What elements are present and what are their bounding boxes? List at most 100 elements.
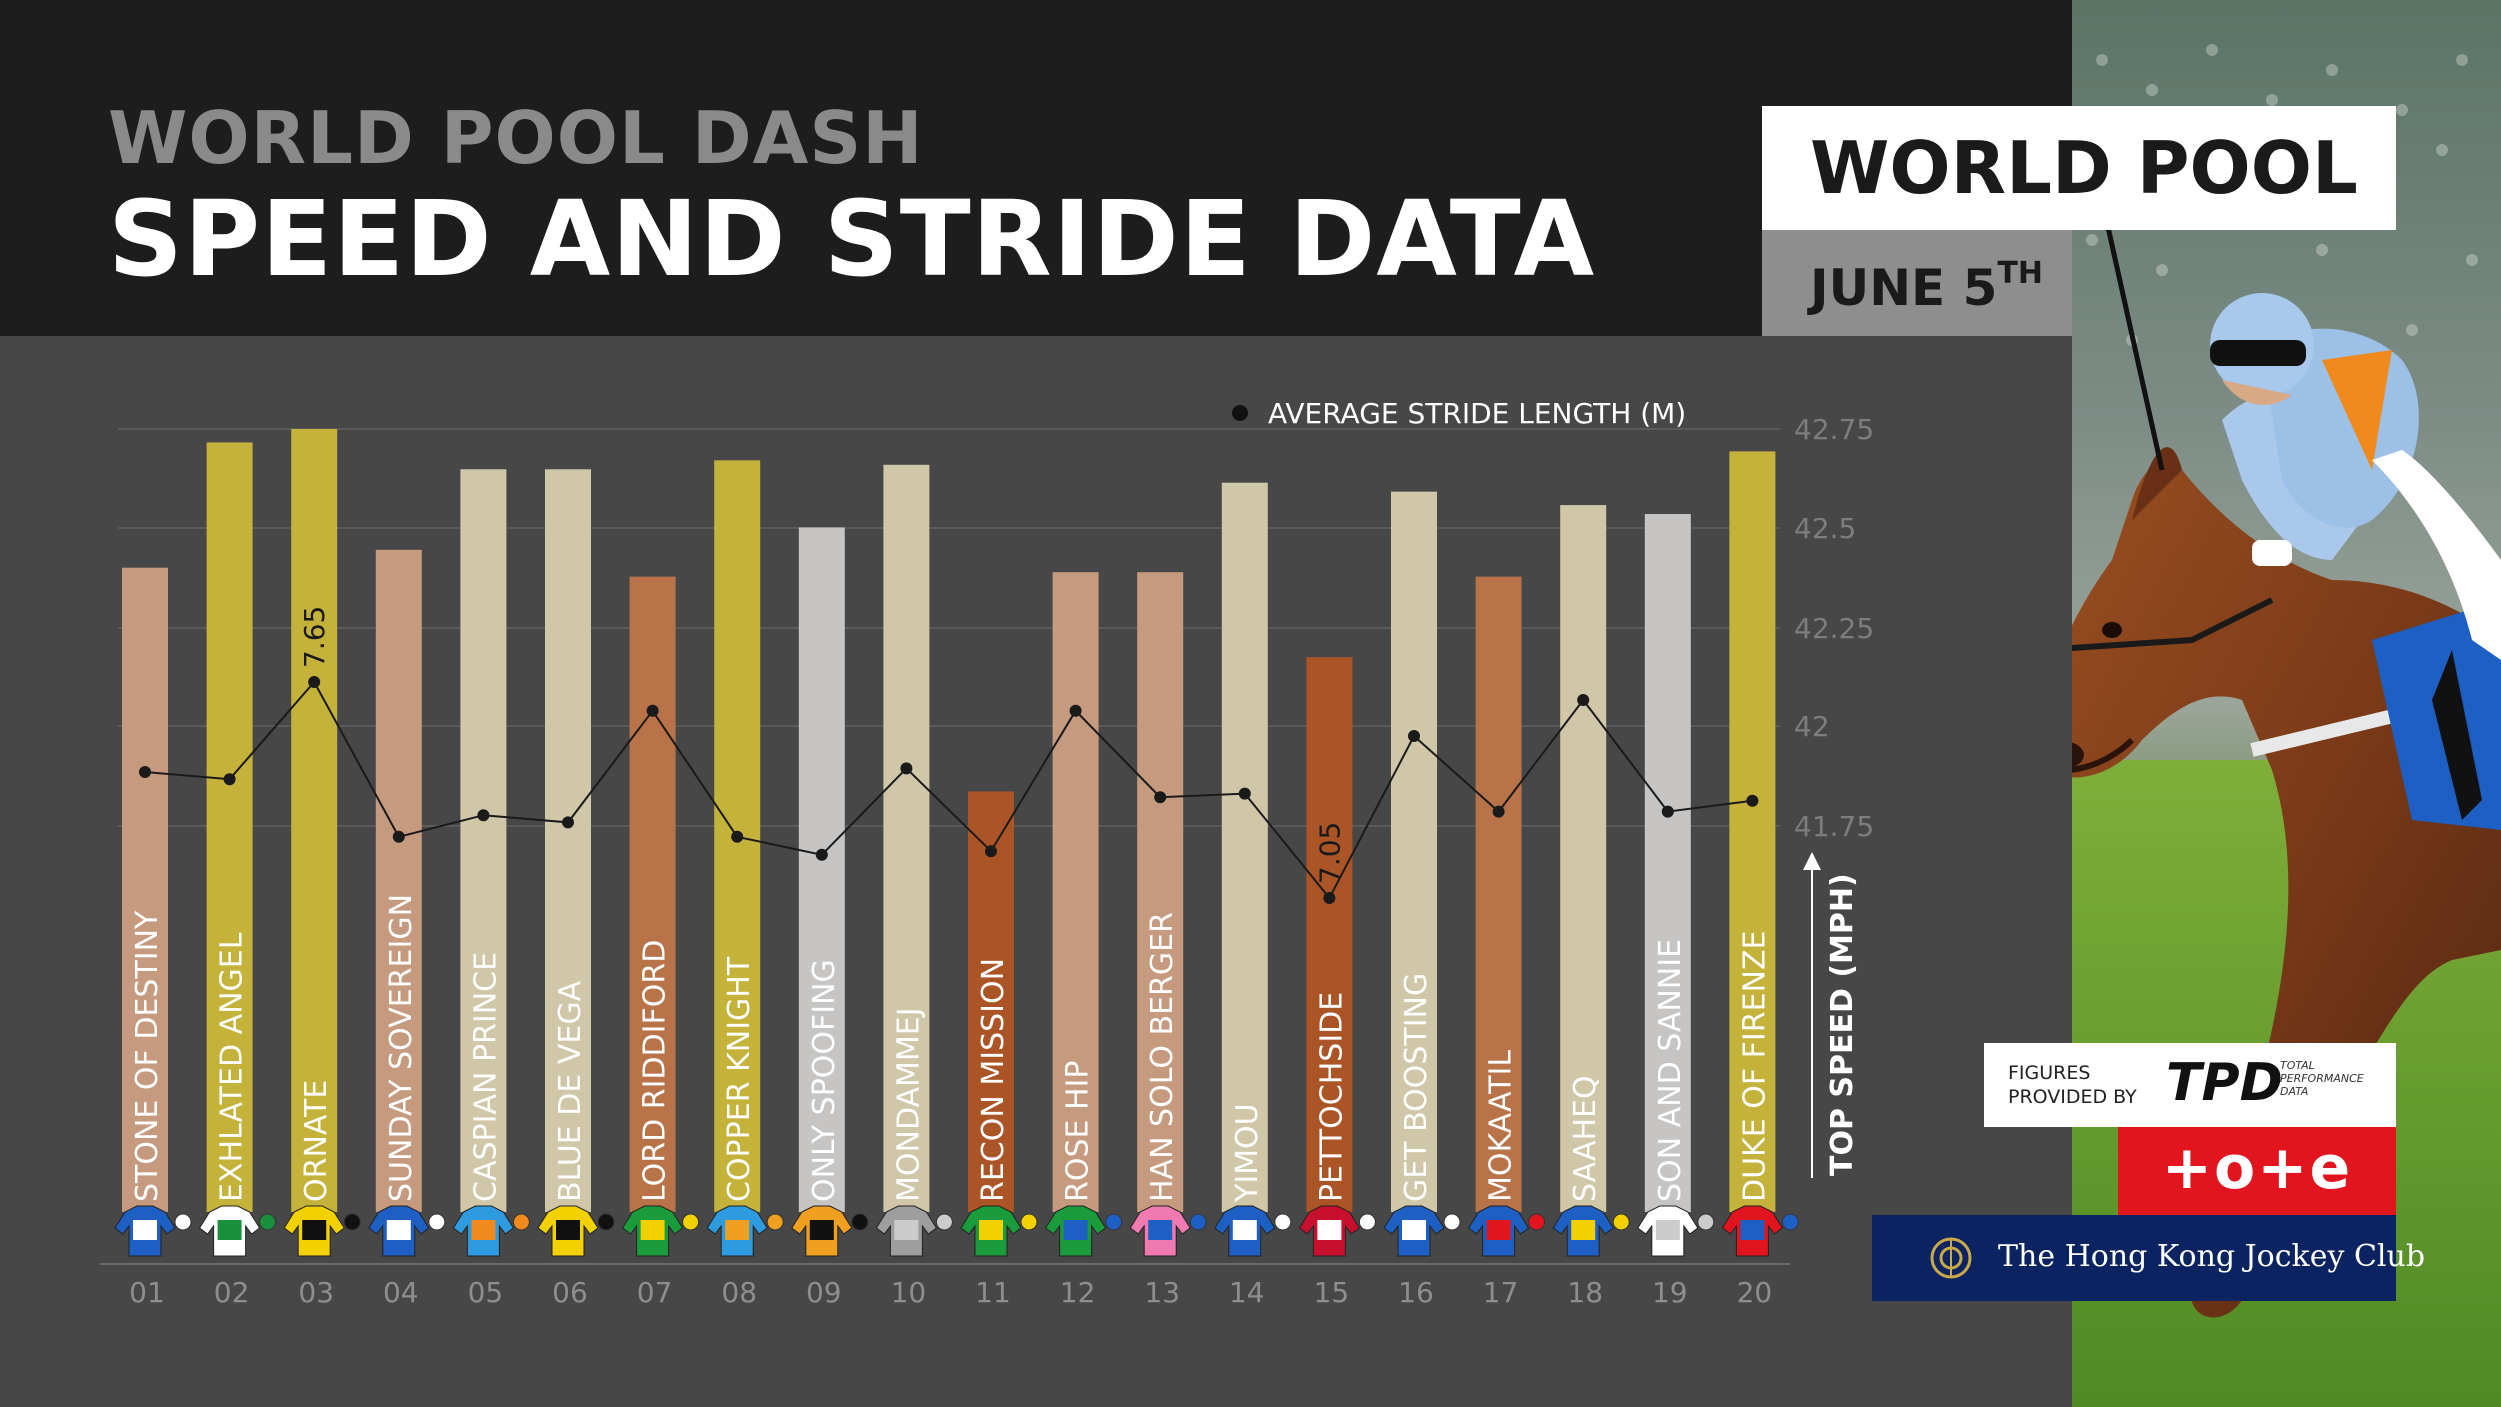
silk-pattern [556,1220,580,1240]
stride-point [477,809,490,822]
x-tick-label: 02 [214,1276,250,1309]
date-badge: JUNE 5TH [1762,230,2072,336]
bar [629,576,676,1212]
y-axis-title: TOP SPEED (MPH) [1825,873,1860,1176]
bar [122,567,168,1212]
y-tick-label: 42 [1794,710,1830,743]
stride-point [1408,730,1420,742]
bar-label: SAAHEQ [1568,1075,1603,1202]
silk-pattern [1232,1220,1257,1240]
y-tick-label: 41.75 [1794,810,1874,843]
bar [375,549,422,1212]
arrow-up-icon [1803,852,1821,870]
cap-icon [1781,1213,1799,1231]
x-tick-label: 10 [891,1276,927,1309]
stride-point [139,766,151,778]
stride-point [815,848,828,861]
stride-points [139,676,1759,904]
bar [291,429,338,1212]
silk-icon [452,1205,530,1257]
bar-label: GET BOOSTING [1399,973,1434,1202]
silk-pattern [640,1220,665,1240]
silk-pattern [1740,1220,1765,1240]
stride-point [1492,805,1505,818]
data-label: 7.65 [298,606,331,668]
cap-icon [1020,1213,1038,1231]
bar [1052,572,1099,1212]
cap-icon [1274,1213,1292,1231]
stride-point [308,676,321,688]
x-tick-label: 15 [1314,1276,1350,1309]
stride-series-line [144,680,1753,900]
y-tick-label: 42.25 [1794,612,1874,645]
silk-pattern [1571,1220,1596,1240]
legend-marker [1232,405,1248,421]
cap-icon [428,1213,446,1231]
x-tick-label: 14 [1229,1276,1265,1309]
hkjc-banner: The Hong Kong Jockey Club [1872,1215,2425,1301]
data-label: 7.05 [1313,822,1346,884]
stride-point [1577,694,1590,706]
x-tick-label: 13 [1144,1276,1180,1309]
tpd-tagline: TOTAL PERFORMANCE DATA [2280,1059,2364,1098]
bar-label: PETTOCHSIDE [1314,992,1349,1202]
silk-icon [283,1205,361,1257]
tpd-sponsor-box: FIGURES PROVIDED BY TPD TOTAL PERFORMANC… [1984,1043,2396,1127]
cap-icon [851,1213,869,1231]
x-tick-label: 05 [468,1276,504,1309]
bar-label: HAN SOLO BERGER [1145,912,1180,1202]
bar [1306,657,1353,1212]
bar-labels: STONE OF DESTINY EXHLATED ANGEL ORNATE SUND… [130,894,1772,1203]
x-tick-label: 16 [1398,1276,1434,1309]
world-pool-logo-text: WORLD POOL [1810,126,2358,210]
stride-point [1323,892,1336,904]
silk-pattern [471,1220,496,1240]
silk-icon [1383,1205,1461,1257]
bar-label: DUKE OF FIRENZE [1737,931,1772,1202]
bar [1560,505,1607,1212]
silk-icon [960,1205,1038,1257]
silk-pattern [1317,1220,1342,1240]
figures-provided-text: FIGURES PROVIDED BY [2008,1062,2137,1108]
cap-icon [935,1213,953,1231]
bar [1729,451,1776,1212]
date-text: JUNE 5TH [1810,256,2043,317]
bar-label: RECON MISSION [976,958,1011,1202]
x-tick-label: 20 [1737,1276,1773,1309]
bar-label: STONE OF DESTINY [130,910,165,1202]
cap-icon [1612,1213,1630,1231]
stride-point [392,830,405,843]
hkjc-name: The Hong Kong Jockey Club [1998,1239,2426,1274]
cap-icon [682,1213,700,1231]
silk-icon [1298,1205,1376,1257]
x-tick-label: 01 [129,1276,165,1309]
y-tick-labels: 42.75 42.5 42.25 42 41.75 [1794,413,1874,843]
bar [1475,576,1522,1212]
date-main: JUNE 5 [1810,259,1998,317]
tote-logo: +o+e [2118,1127,2396,1215]
bar-label: ROSE HIP [1061,1061,1096,1203]
bar [1221,482,1268,1212]
cap-icon [1443,1213,1461,1231]
silk-icon [1552,1205,1630,1257]
silk-pattern [386,1220,411,1240]
stride-point [1746,794,1759,807]
stride-point [646,704,659,717]
x-tick-label: 09 [806,1276,842,1309]
x-tick-label: 18 [1567,1276,1603,1309]
silk-pattern [1486,1220,1511,1240]
hkjc-crest-icon [1930,1237,1972,1279]
stride-point [1661,805,1674,818]
legend: AVERAGE STRIDE LENGTH (M) [1232,397,1686,430]
stride-point [562,816,574,829]
header-bar: WORLD POOL DASH SPEED AND STRIDE DATA [0,0,2072,336]
stride-point [1154,791,1167,804]
cap-icon [512,1213,530,1231]
page-title: SPEED AND STRIDE DATA [108,178,1596,300]
speed-stride-chart: STONE OF DESTINY EXHLATED ANGEL ORNATE SUND… [100,397,1874,1309]
silk-pattern [1402,1220,1426,1240]
x-tick-label: 06 [552,1276,588,1309]
x-tick-label: 11 [975,1276,1011,1309]
grid-lines [100,428,1790,1265]
y-tick-label: 42.75 [1794,413,1874,446]
